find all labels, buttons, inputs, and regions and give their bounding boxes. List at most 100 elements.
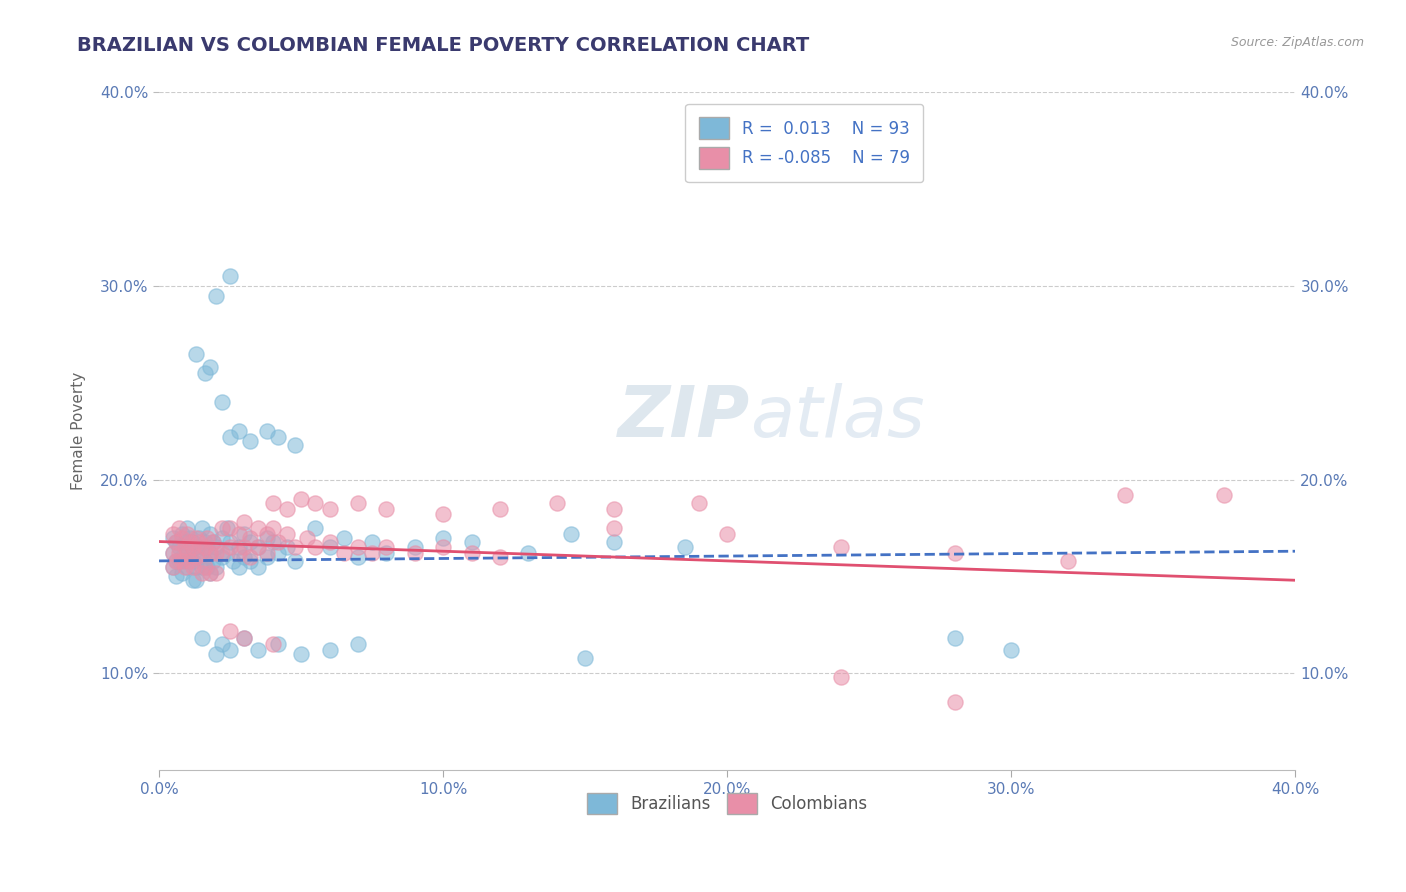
Point: [247, 643, 270, 657]
Point: [228, 526, 250, 541]
Point: [184, 559, 207, 574]
Point: [347, 637, 370, 651]
Point: [830, 541, 852, 555]
Point: [404, 541, 426, 555]
Point: [162, 546, 184, 560]
Point: [219, 643, 242, 657]
Point: [233, 549, 256, 564]
Point: [205, 566, 228, 580]
Point: [198, 360, 221, 375]
Point: [162, 559, 184, 574]
Point: [181, 574, 204, 588]
Point: [179, 554, 201, 568]
Point: [165, 569, 187, 583]
Point: [190, 521, 212, 535]
Point: [256, 549, 278, 564]
Point: [181, 554, 204, 568]
Point: [375, 546, 398, 560]
Point: [184, 574, 207, 588]
Point: [205, 541, 228, 555]
Point: [256, 424, 278, 438]
Point: [170, 549, 193, 564]
Point: [673, 541, 696, 555]
Point: [276, 526, 298, 541]
Point: [602, 521, 624, 535]
Point: [1000, 643, 1022, 657]
Point: [432, 541, 454, 555]
Point: [165, 554, 187, 568]
Point: [205, 288, 228, 302]
Point: [247, 521, 270, 535]
Point: [267, 637, 290, 651]
Point: [184, 549, 207, 564]
Point: [193, 366, 215, 380]
Point: [1057, 554, 1080, 568]
Point: [233, 632, 256, 646]
Point: [193, 559, 215, 574]
Point: [190, 566, 212, 580]
Point: [211, 521, 233, 535]
Point: [247, 541, 270, 555]
Point: [173, 541, 195, 555]
Point: [276, 541, 298, 555]
Point: [198, 566, 221, 580]
Point: [176, 559, 198, 574]
Point: [546, 496, 568, 510]
Point: [943, 546, 966, 560]
Point: [165, 554, 187, 568]
Point: [361, 546, 384, 560]
Point: [602, 501, 624, 516]
Point: [290, 491, 312, 506]
Point: [318, 501, 340, 516]
Point: [290, 647, 312, 661]
Point: [211, 549, 233, 564]
Point: [239, 554, 262, 568]
Point: [202, 534, 225, 549]
Point: [233, 526, 256, 541]
Point: [184, 531, 207, 545]
Point: [239, 549, 262, 564]
Point: [181, 534, 204, 549]
Point: [162, 559, 184, 574]
Point: [332, 531, 354, 545]
Point: [256, 546, 278, 560]
Point: [233, 632, 256, 646]
Point: [228, 541, 250, 555]
Point: [211, 395, 233, 409]
Point: [193, 534, 215, 549]
Point: [239, 534, 262, 549]
Point: [173, 554, 195, 568]
Point: [716, 526, 738, 541]
Point: [219, 430, 242, 444]
Point: [602, 534, 624, 549]
Point: [190, 546, 212, 560]
Point: [217, 546, 239, 560]
Point: [943, 632, 966, 646]
Point: [304, 541, 326, 555]
Point: [187, 534, 209, 549]
Point: [304, 521, 326, 535]
Point: [195, 531, 218, 545]
Point: [432, 508, 454, 522]
Point: [167, 546, 190, 560]
Point: [1114, 488, 1136, 502]
Point: [247, 559, 270, 574]
Point: [375, 541, 398, 555]
Point: [1213, 488, 1236, 502]
Point: [211, 531, 233, 545]
Point: [219, 541, 242, 555]
Point: [176, 541, 198, 555]
Text: ZIP: ZIP: [617, 384, 749, 452]
Point: [181, 559, 204, 574]
Point: [432, 531, 454, 545]
Point: [205, 546, 228, 560]
Point: [460, 534, 482, 549]
Point: [198, 546, 221, 560]
Text: Source: ZipAtlas.com: Source: ZipAtlas.com: [1230, 36, 1364, 49]
Point: [202, 554, 225, 568]
Point: [489, 501, 512, 516]
Point: [361, 534, 384, 549]
Point: [347, 549, 370, 564]
Point: [170, 554, 193, 568]
Point: [193, 541, 215, 555]
